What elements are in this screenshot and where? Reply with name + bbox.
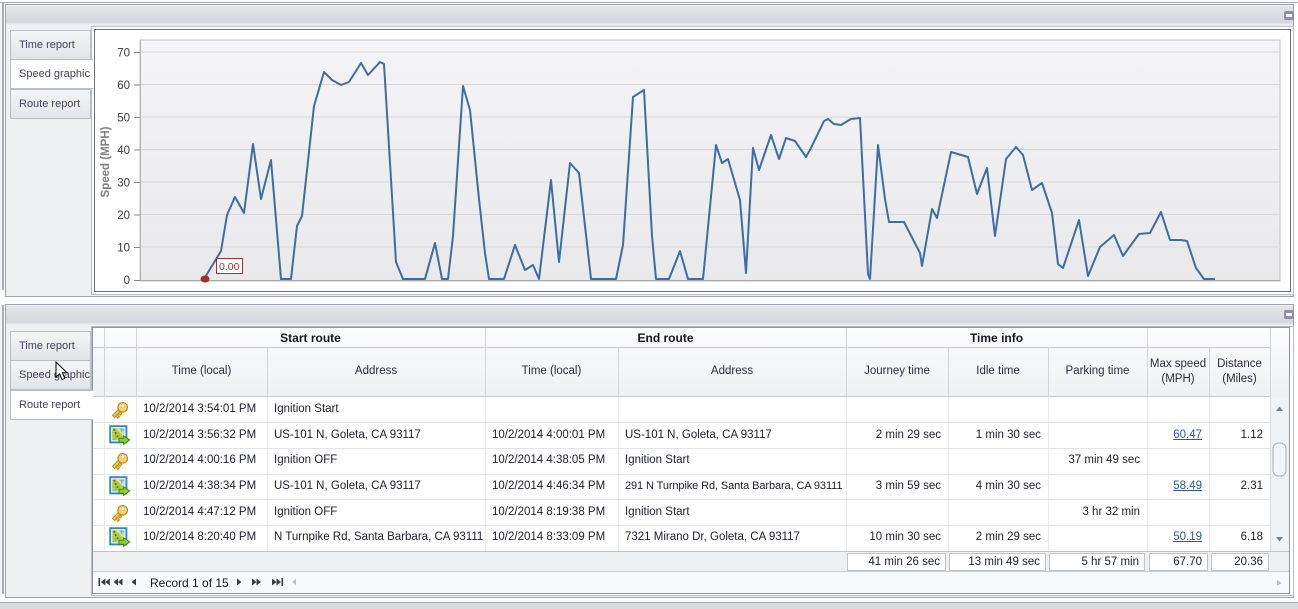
svg-text:70: 70 xyxy=(117,48,130,60)
svg-text:40: 40 xyxy=(117,145,130,157)
svg-text:30: 30 xyxy=(117,178,130,190)
svg-text:10: 10 xyxy=(117,243,130,255)
svg-text:Speed (MPH): Speed (MPH) xyxy=(100,126,112,197)
svg-text:20: 20 xyxy=(117,210,130,222)
svg-text:0.00: 0.00 xyxy=(219,261,240,273)
svg-text:0: 0 xyxy=(124,275,130,287)
svg-text:50: 50 xyxy=(117,113,130,125)
svg-text:60: 60 xyxy=(117,80,130,92)
